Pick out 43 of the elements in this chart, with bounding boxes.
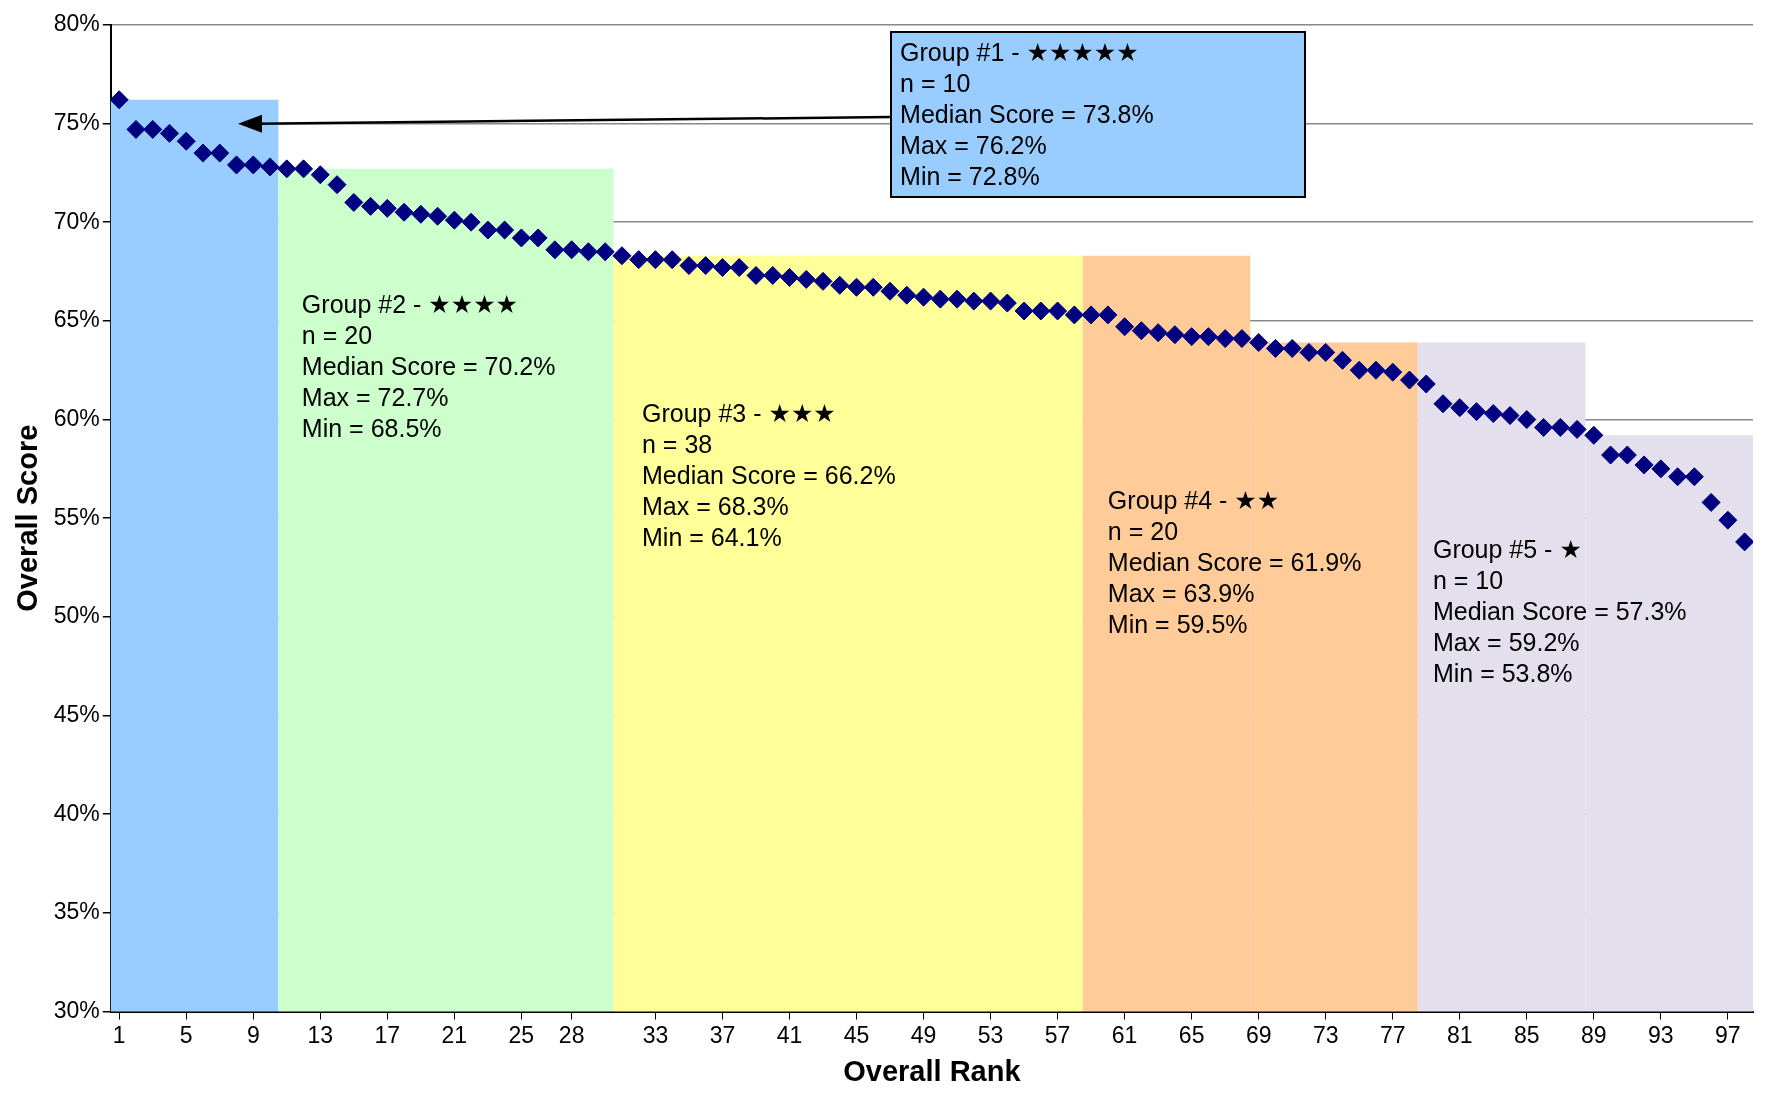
x-tick-label: 45: [843, 1021, 870, 1048]
y-tick-label: 55%: [53, 503, 100, 530]
x-tick-label: 21: [441, 1021, 468, 1048]
x-tick-label: 85: [1513, 1021, 1540, 1048]
x-tick-label: 9: [246, 1021, 260, 1048]
x-tick-label: 17: [374, 1021, 401, 1048]
y-tick-label: 75%: [53, 108, 100, 135]
y-tick-label: 60%: [53, 404, 100, 431]
x-tick-label: 69: [1245, 1021, 1272, 1048]
annotation: Group #2 - ★★★★ n = 20 Median Score = 70.2% Max = 72.7% Min = 68.5%: [301, 289, 556, 445]
x-tick-label: 53: [977, 1021, 1004, 1048]
x-tick-label: 28: [558, 1021, 585, 1048]
x-tick-label: 13: [307, 1021, 334, 1048]
x-tick-label: 41: [776, 1021, 803, 1048]
x-tick-label: 61: [1111, 1021, 1138, 1048]
x-tick-label: 33: [642, 1021, 669, 1048]
x-tick-label: 37: [709, 1021, 736, 1048]
x-tick-label: 97: [1715, 1021, 1741, 1048]
x-tick-label: 65: [1178, 1021, 1205, 1048]
x-tick-label: 1: [112, 1021, 126, 1048]
x-tick-label: 5: [179, 1021, 193, 1048]
x-tick-label: 49: [910, 1021, 937, 1048]
x-tick-label: 57: [1044, 1021, 1071, 1048]
y-tick-label: 50%: [53, 602, 100, 629]
y-tick-label: 45%: [53, 700, 100, 727]
x-tick-label: 73: [1312, 1021, 1339, 1048]
x-tick-label: 93: [1648, 1021, 1674, 1048]
annotation: Group #3 - ★★★ n = 38 Median Score = 66.2% Max = 68.3% Min = 64.1%: [642, 397, 896, 553]
y-axis-title: Overall Score: [11, 424, 44, 612]
x-axis-title: Overall Rank: [843, 1054, 1022, 1087]
y-tick-label: 40%: [53, 799, 100, 826]
y-tick-label: 80%: [53, 10, 100, 37]
y-tick-label: 35%: [53, 898, 100, 925]
y-tick-label: 30%: [53, 996, 100, 1023]
x-tick-label: 77: [1379, 1021, 1406, 1048]
y-tick-label: 70%: [53, 207, 100, 234]
y-tick-label: 65%: [53, 306, 100, 333]
x-tick-label: 81: [1446, 1021, 1473, 1048]
x-tick-label: 25: [508, 1021, 535, 1048]
annotation: Group #5 - ★ n = 10 Median Score = 57.3% Max = 59.2% Min = 53.8%: [1432, 534, 1687, 689]
callout-box: Group #1 - ★★★★★ n = 10 Median Score = 73.8% Max = 76.2% Min = 72.8%: [890, 30, 1306, 198]
x-tick-label: 89: [1581, 1021, 1607, 1048]
annotation: Group #4 - ★★ n = 20 Median Score = 61.9% Max = 63.9% Min = 59.5%: [1107, 484, 1362, 640]
